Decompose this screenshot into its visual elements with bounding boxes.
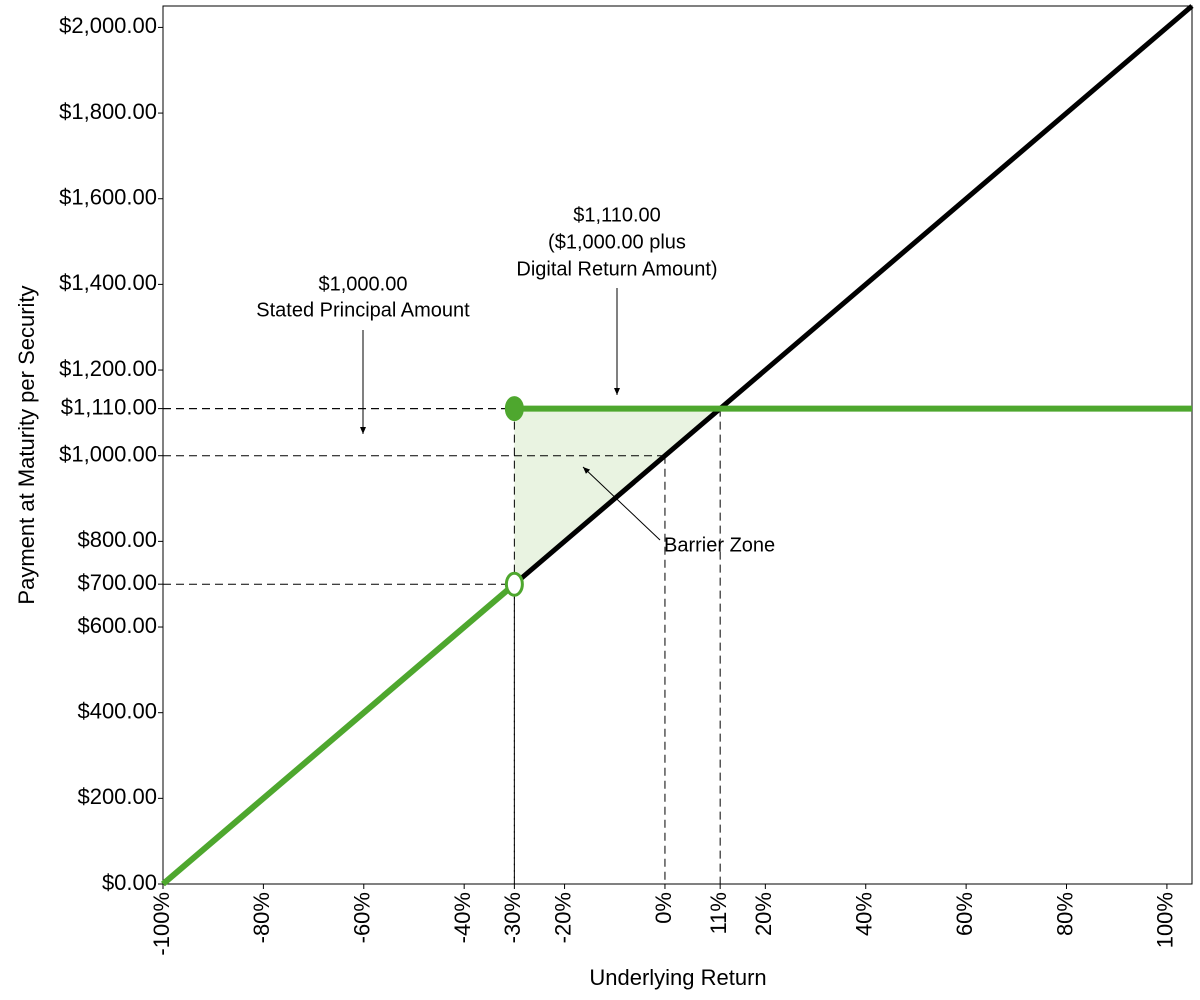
annotation-arrow: [582, 466, 661, 541]
x-tick-label: 100%: [1153, 892, 1178, 948]
annotation: Stated Principal Amount: [256, 299, 470, 321]
series-line: [161, 581, 517, 887]
x-axis-title: Underlying Return: [589, 965, 766, 990]
x-tick-label: -100%: [149, 892, 174, 956]
y-tick-label: $2,000.00: [59, 13, 157, 38]
annotation: ($1,000.00 plus: [548, 231, 686, 253]
x-tick-label: 40%: [852, 892, 877, 936]
x-tick-label: -60%: [350, 892, 375, 943]
marker: [504, 571, 524, 597]
x-tick-label: 60%: [952, 892, 977, 936]
plot-frame: [162, 5, 1193, 885]
y-tick-label: $700.00: [77, 570, 157, 595]
y-tick-label: $1,600.00: [59, 185, 157, 210]
y-axis-title: Payment at Maturity per Security: [14, 285, 39, 604]
x-tick-label: 0%: [651, 892, 676, 924]
guide-line: [163, 408, 721, 884]
y-tick-label: $200.00: [77, 784, 157, 809]
x-tick-label: -20%: [550, 892, 575, 943]
x-tick-label: -80%: [249, 892, 274, 943]
y-tick-label: $800.00: [77, 527, 157, 552]
y-tick-label: $600.00: [77, 613, 157, 638]
y-tick-label: $0.00: [102, 870, 157, 895]
annotation: $1,000.00: [319, 273, 408, 295]
guide-line: [163, 455, 666, 884]
y-tick-label: $400.00: [77, 698, 157, 723]
guide-line: [163, 408, 515, 884]
marker: [504, 396, 524, 422]
annotation: $1,110.00: [573, 204, 661, 226]
x-tick-label: -40%: [450, 892, 475, 943]
x-tick-label: 80%: [1052, 892, 1077, 936]
guide-line: [163, 583, 515, 884]
annotation: Barrier Zone: [664, 534, 775, 556]
y-tick-label: $1,110.00: [61, 394, 157, 419]
y-tick-label: $1,200.00: [59, 356, 157, 381]
annotation: Digital Return Amount): [516, 258, 717, 280]
x-tick-label: 20%: [751, 892, 776, 936]
y-tick-label: $1,800.00: [59, 99, 157, 124]
x-tick-label: -30%: [500, 892, 525, 943]
y-tick-label: $1,000.00: [59, 442, 157, 467]
x-tick-label: 11%: [706, 892, 731, 934]
y-tick-label: $1,400.00: [59, 270, 157, 295]
